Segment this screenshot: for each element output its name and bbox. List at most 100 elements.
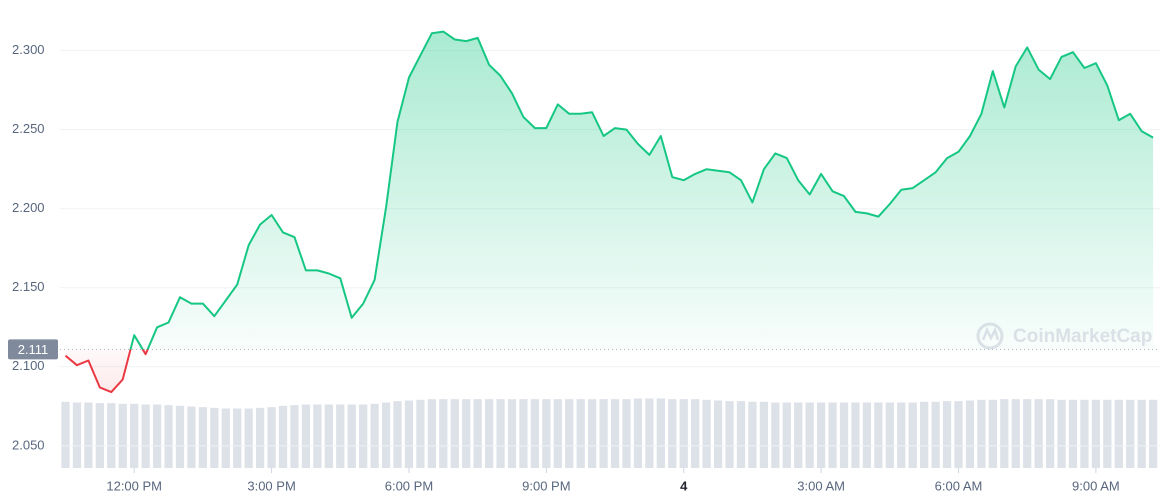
volume-bar	[713, 400, 723, 468]
volume-bar	[450, 399, 459, 468]
volume-bar	[874, 402, 883, 468]
y-tick-label: 2.100	[12, 358, 45, 373]
volume-bar	[107, 403, 116, 468]
volume-bar	[725, 401, 734, 468]
baseline-badge	[8, 339, 58, 360]
price-line	[64, 30, 1154, 394]
volume-bar	[1126, 399, 1135, 468]
watermark: CoinMarketCap	[976, 322, 1152, 350]
volume-bar	[1091, 399, 1101, 468]
volume-bar	[1057, 399, 1066, 468]
volume-layer	[61, 398, 1158, 468]
volume-bar	[588, 399, 597, 468]
y-tick-label: 2.050	[12, 437, 45, 452]
volume-bar	[862, 402, 872, 468]
volume-bar	[931, 401, 940, 468]
volume-bar	[1045, 399, 1055, 468]
x-tick-label: 3:00 PM	[247, 478, 295, 493]
volume-bar	[301, 404, 311, 468]
volume-bar	[885, 402, 894, 468]
volume-bar	[462, 399, 471, 468]
volume-bar	[278, 405, 288, 468]
volume-bar	[61, 401, 70, 468]
volume-bar	[920, 401, 929, 468]
volume-bar	[427, 399, 436, 468]
volume-bar	[233, 408, 242, 468]
x-tick-label: 12:00 PM	[106, 478, 162, 493]
volume-bar	[347, 404, 356, 468]
volume-bar	[736, 401, 746, 468]
volume-bar	[668, 399, 677, 468]
x-tick-label: 4	[680, 478, 688, 493]
volume-bar	[908, 402, 917, 468]
volume-bar	[553, 399, 562, 468]
volume-bar	[256, 407, 265, 468]
price-area	[65, 31, 1154, 393]
volume-bar	[622, 399, 631, 468]
volume-bar	[210, 407, 219, 468]
y-tick-label: 2.300	[12, 42, 45, 57]
volume-bar	[164, 405, 173, 468]
volume-bar	[1068, 399, 1078, 468]
volume-bar	[416, 399, 425, 468]
volume-bar	[816, 402, 826, 468]
volume-bar	[72, 402, 82, 468]
x-tick-label: 3:00 AM	[797, 478, 845, 493]
volume-bar	[1080, 399, 1089, 468]
volume-bar	[507, 399, 517, 468]
volume-bar	[404, 400, 414, 468]
volume-bar	[221, 408, 230, 468]
x-tick-label: 6:00 PM	[385, 478, 433, 493]
volume-bar	[633, 398, 643, 468]
volume-bar	[1114, 399, 1123, 468]
volume-bar	[759, 401, 768, 468]
volume-bar	[118, 403, 127, 468]
volume-bar	[152, 404, 162, 468]
volume-bar	[771, 402, 780, 468]
volume-bar	[851, 402, 860, 468]
volume-bar	[691, 399, 700, 468]
volume-bar	[839, 402, 849, 468]
volume-bar	[359, 404, 368, 468]
volume-bar	[828, 402, 837, 468]
volume-bar	[313, 404, 322, 468]
volume-bar	[130, 403, 139, 468]
volume-bar	[198, 407, 208, 468]
volume-bar	[542, 399, 551, 468]
volume-bar	[1034, 399, 1043, 468]
volume-bar	[794, 402, 803, 468]
volume-bar	[175, 405, 185, 468]
volume-bar	[393, 401, 402, 468]
volume-bar	[748, 401, 757, 468]
volume-bar	[336, 404, 345, 468]
volume-bar	[988, 399, 997, 468]
y-tick-label: 2.250	[12, 121, 45, 136]
volume-bar	[324, 404, 333, 468]
x-tick-label: 6:00 AM	[935, 478, 983, 493]
volume-bar	[496, 399, 505, 468]
volume-bar	[942, 401, 952, 468]
volume-bar	[290, 405, 299, 468]
baseline-label: 2.111	[18, 342, 49, 357]
volume-bar	[645, 398, 654, 468]
volume-bar	[244, 408, 253, 468]
volume-bar	[1000, 399, 1009, 468]
y-tick-label: 2.200	[12, 200, 45, 215]
volume-bar	[610, 399, 620, 468]
volume-bar	[1149, 399, 1158, 468]
volume-bar	[84, 402, 93, 468]
volume-bar	[782, 402, 791, 468]
volume-bar	[805, 402, 814, 468]
volume-bar	[656, 398, 665, 468]
volume-bar	[267, 407, 276, 468]
volume-bar	[187, 406, 196, 468]
volume-bar	[599, 399, 608, 468]
volume-bar	[370, 403, 379, 468]
volume-bar	[1011, 399, 1020, 468]
volume-bar	[439, 399, 448, 468]
volume-bar	[1103, 399, 1112, 468]
volume-bar	[954, 401, 963, 468]
watermark-text: CoinMarketCap	[1013, 326, 1152, 347]
volume-bar	[1023, 399, 1032, 468]
